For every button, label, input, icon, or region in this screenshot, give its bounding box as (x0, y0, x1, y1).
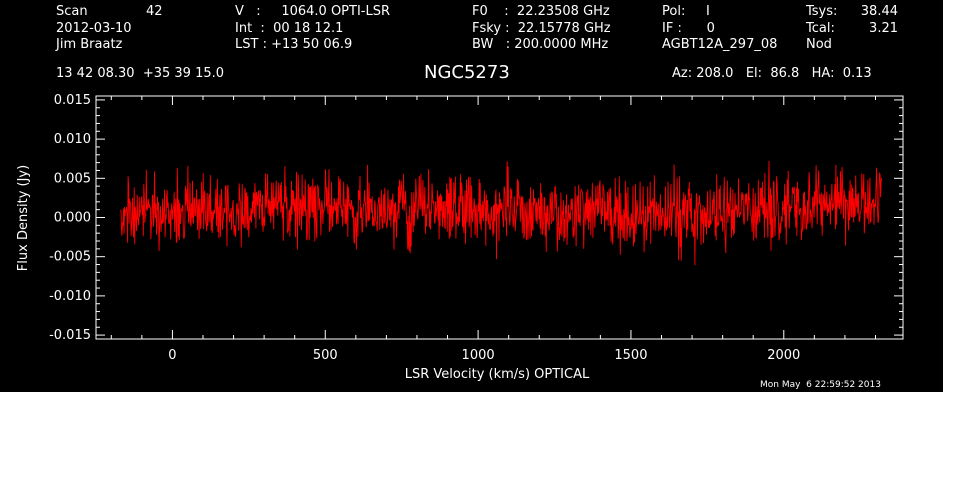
x-tick-label: 1500 (614, 348, 647, 363)
tsys-label: Tsys: (806, 4, 838, 19)
x-tick-label: 500 (313, 348, 338, 363)
tsys-value: 38.44 (860, 4, 898, 19)
spectrum-trace (120, 160, 883, 266)
x-tick-label: 1000 (462, 348, 495, 363)
y-tick-label: -0.005 (49, 250, 91, 265)
y-tick-label: 0.015 (54, 93, 91, 108)
spectrum-chart: 0 500 1000 1500 2000 -0.015 -0.010 -0.005 0.000 0… (16, 93, 904, 382)
y-tick-label: -0.010 (49, 289, 91, 304)
project-id: AGBT12A_297_08 (662, 37, 778, 52)
scan-label: Scan (56, 4, 88, 19)
if-line: IF : 0 (662, 21, 715, 36)
lst-line: LST : +13 50 06.9 (235, 37, 353, 52)
plot-timestamp: Mon May 6 22:59:52 2013 (760, 380, 881, 390)
y-tick-label: 0.000 (54, 211, 91, 226)
source-name: NGC5273 (424, 62, 510, 83)
integration-line: Int : 00 18 12.1 (235, 21, 344, 36)
velocity-line: V : 1064.0 OPTI-LSR (235, 4, 391, 19)
source-coordinates: 13 42 08.30 +35 39 15.0 (56, 66, 225, 81)
observer-name: Jim Braatz (56, 37, 123, 52)
x-tick-label: 0 (168, 348, 176, 363)
x-axis-label: LSR Velocity (km/s) OPTICAL (405, 367, 590, 382)
axis-ticks: 0 500 1000 1500 2000 -0.015 -0.010 -0.005 0.000 0… (49, 93, 903, 363)
y-axis-label: Flux Density (Jy) (16, 165, 31, 271)
bandwidth-line: BW : 200.0000 MHz (472, 37, 609, 52)
sky-frequency-line: Fsky : 22.15778 GHz (472, 21, 611, 36)
scan-number: 42 (146, 4, 163, 19)
polarization-line: Pol: I (662, 4, 710, 19)
az-el-ha-line: Az: 208.0 El: 86.8 HA: 0.13 (672, 66, 872, 81)
spectrum-trace-group (120, 160, 883, 266)
tcal-label: Tcal: (806, 21, 835, 36)
y-tick-label: 0.005 (54, 171, 91, 186)
y-tick-label: 0.010 (54, 132, 91, 147)
rest-frequency-line: F0 : 22.23508 GHz (472, 4, 610, 19)
y-tick-label: -0.015 (49, 328, 91, 343)
x-tick-label: 2000 (767, 348, 800, 363)
procedure-name: Nod (806, 37, 832, 52)
tcal-value: 3.21 (869, 21, 898, 36)
observation-date: 2012-03-10 (56, 21, 132, 36)
